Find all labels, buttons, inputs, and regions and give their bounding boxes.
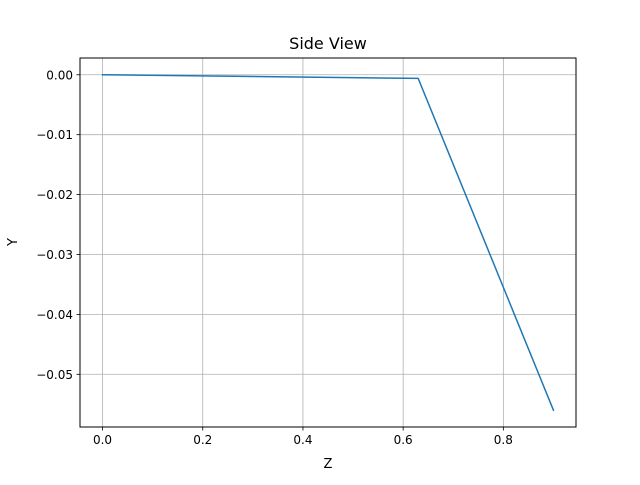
y-tick-label: −0.01 — [36, 128, 73, 142]
x-axis-label: Z — [324, 457, 333, 472]
x-tick-label: 0.6 — [394, 433, 413, 447]
y-tick-label: −0.04 — [36, 308, 73, 322]
x-tick-label: 0.4 — [293, 433, 312, 447]
tick-layer: 0.0 0.2 0.4 0.6 0.8 0.00 −0.01 −0.02 −0.03 −0.04 −… — [36, 68, 513, 447]
y-tick-label: −0.02 — [36, 188, 73, 202]
x-tick-label: 0.0 — [93, 433, 112, 447]
series-layer — [101, 74, 555, 412]
chart-title: Side View — [289, 34, 367, 53]
y-tick-label: −0.05 — [36, 368, 73, 382]
series-line — [101, 74, 555, 412]
y-tick-label: −0.03 — [36, 248, 73, 262]
plot-frame — [79, 57, 577, 428]
y-axis-label: Y — [6, 238, 21, 247]
x-tick-label: 0.8 — [494, 433, 513, 447]
y-tick-label: 0.00 — [46, 68, 73, 82]
x-tick-label: 0.2 — [193, 433, 212, 447]
